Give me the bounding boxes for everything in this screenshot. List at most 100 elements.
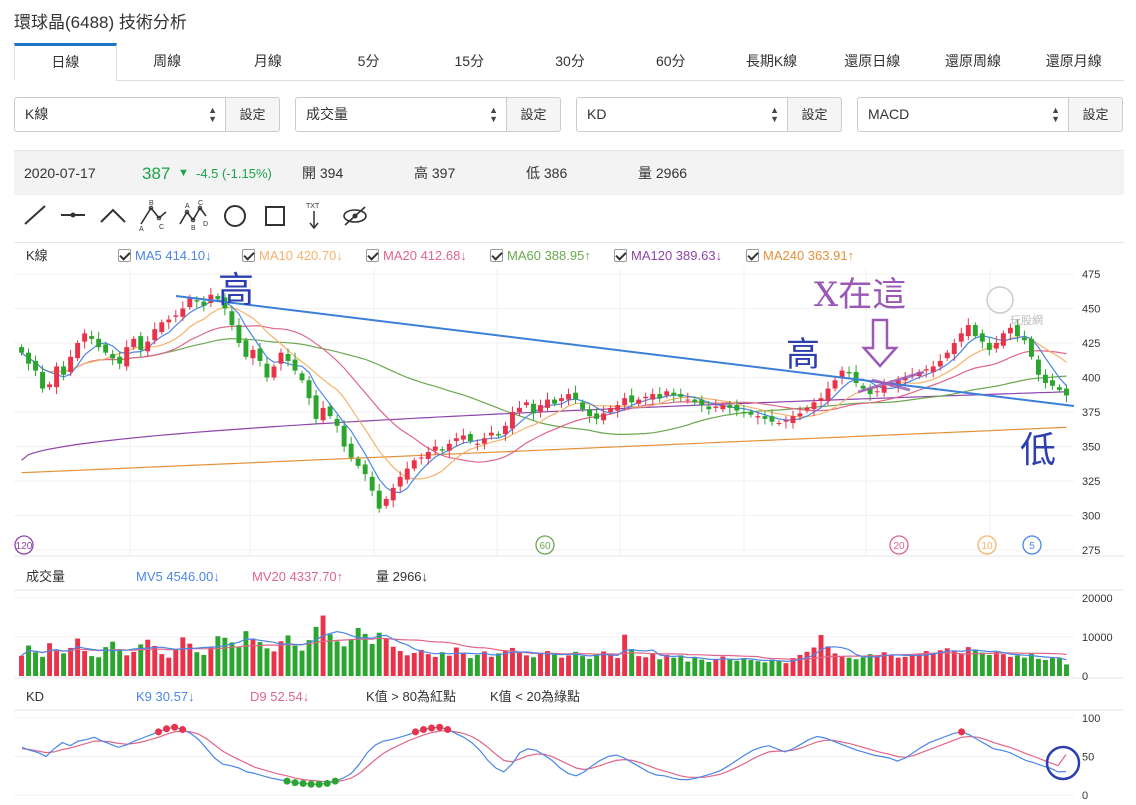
- legend-ma120[interactable]: MA120 389.63↓: [614, 245, 722, 267]
- kd-legend: KD K9 30.57↓ D9 52.54↓ K值 > 80為紅點 K值 < 2…: [14, 686, 1114, 708]
- tab-3[interactable]: 5分: [357, 53, 380, 69]
- candle-body: [369, 476, 375, 491]
- ma5-line: [21, 299, 1067, 494]
- volume-bar: [124, 655, 130, 676]
- period-marker-label-20: 20: [893, 541, 905, 552]
- candle-body: [734, 405, 740, 411]
- kline-legend: K線 MA5 414.10↓ MA10 420.70↓ MA20 412.68↓…: [14, 245, 1114, 267]
- macd-settings-button[interactable]: 設定: [1069, 97, 1123, 132]
- volume-bar: [1042, 660, 1048, 676]
- drawn-trendline: [175, 295, 1075, 407]
- volume-bar: [748, 660, 754, 676]
- volume-bar: [811, 647, 817, 676]
- ma20-line: [21, 325, 1067, 463]
- volume-bar: [1050, 658, 1055, 676]
- candle-body: [1057, 387, 1062, 390]
- volume-settings-button[interactable]: 設定: [507, 97, 561, 132]
- volume-bar: [82, 651, 88, 676]
- candle-body: [748, 412, 754, 415]
- tab-2[interactable]: 月線: [253, 53, 282, 69]
- candle-body: [54, 366, 60, 388]
- volume-bar: [755, 661, 761, 676]
- tab-10[interactable]: 還原月線: [1045, 53, 1102, 69]
- tab-6[interactable]: 60分: [655, 53, 686, 69]
- curve-tool-icon[interactable]: [98, 200, 128, 232]
- legend-ma20[interactable]: MA20 412.68↓: [366, 245, 467, 267]
- toolbar-divider: [14, 242, 1124, 243]
- volume-bar: [362, 633, 368, 676]
- kd-select[interactable]: KD ▲ ▼: [576, 97, 788, 132]
- volume-bar: [180, 637, 186, 676]
- quote-date: 2020-07-17: [24, 165, 96, 181]
- circle-tool-icon[interactable]: [220, 200, 250, 232]
- macd-select-value: MACD: [868, 106, 910, 122]
- tab-9[interactable]: 還原周線: [944, 53, 1001, 69]
- volume-bar: [720, 656, 726, 676]
- legend-ma10[interactable]: MA10 420.70↓: [242, 245, 343, 267]
- kline-ytick-2: 325: [1082, 476, 1100, 488]
- candle-body: [972, 325, 978, 337]
- candle-body: [1000, 333, 1006, 346]
- volume-bar: [292, 645, 298, 676]
- kd-oversold-dot: [315, 780, 323, 788]
- kd-overbought-dot: [958, 728, 966, 736]
- abc-pattern-icon[interactable]: A B C: [138, 200, 168, 232]
- volume-bar: [299, 650, 305, 676]
- candle-body: [19, 347, 24, 353]
- abcd-pattern-icon[interactable]: A B C D: [178, 200, 208, 232]
- legend-ma240[interactable]: MA240 363.91↑: [746, 245, 854, 267]
- tab-0[interactable]: 日線: [14, 43, 117, 81]
- kline-settings-button[interactable]: 設定: [226, 97, 280, 132]
- volume-bar: [110, 641, 116, 676]
- volume-select[interactable]: 成交量 ▲ ▼: [295, 97, 507, 132]
- candle-body: [1050, 380, 1055, 386]
- volume-bar: [1021, 657, 1027, 676]
- line-tool-icon[interactable]: [20, 200, 50, 232]
- legend-d9: D9 52.54↓: [250, 689, 310, 704]
- annotation-x-here: X在這: [814, 275, 906, 315]
- rectangle-tool-icon[interactable]: [260, 200, 290, 232]
- tab-5[interactable]: 30分: [555, 53, 585, 69]
- tab-4[interactable]: 15分: [454, 53, 485, 69]
- candle-body: [979, 333, 985, 342]
- candle-body: [222, 297, 228, 309]
- tab-1[interactable]: 周線: [153, 53, 182, 69]
- kd-settings-button[interactable]: 設定: [788, 97, 842, 132]
- period-marker-10: [977, 535, 997, 555]
- text-tool-icon[interactable]: TXT: [299, 200, 329, 232]
- legend-ma5[interactable]: MA5 414.10↓: [118, 245, 212, 267]
- volume-bar: [194, 652, 200, 676]
- volume-bar: [250, 638, 256, 676]
- volume-ytick-2: 20000: [1082, 593, 1113, 605]
- quote-high: 高 397: [414, 165, 456, 181]
- volume-bar: [285, 635, 291, 676]
- tab-8[interactable]: 還原日線: [844, 53, 901, 69]
- volume-bar: [215, 636, 221, 676]
- volume-bar: [657, 659, 663, 676]
- hide-drawings-icon[interactable]: [340, 200, 370, 232]
- volume-bar: [201, 654, 207, 676]
- candle-body: [61, 366, 67, 375]
- volume-bar: [636, 656, 642, 676]
- candle-body: [965, 325, 971, 337]
- quote-low: 低 386: [526, 165, 568, 181]
- volume-bar: [832, 653, 838, 676]
- kd-overbought-dot: [420, 726, 428, 734]
- volume-bar: [930, 652, 936, 676]
- volume-bar: [467, 658, 473, 676]
- candle-body: [362, 464, 368, 475]
- macd-select[interactable]: MACD ▲ ▼: [857, 97, 1069, 132]
- candle-body: [47, 384, 53, 388]
- legend-ma60[interactable]: MA60 388.95↑: [490, 245, 591, 267]
- candle-body: [776, 423, 782, 425]
- kline-select[interactable]: K線 ▲ ▼: [14, 97, 226, 132]
- kd-oversold-dot: [323, 779, 331, 787]
- tab-7[interactable]: 長期K線: [745, 53, 798, 69]
- checkbox-icon: [366, 249, 379, 262]
- candle-body: [103, 344, 109, 353]
- kline-ytick-4: 375: [1082, 407, 1100, 419]
- kd-overbought-dot: [163, 725, 171, 733]
- volume-bar: [874, 655, 880, 676]
- abc-label-1: B: [149, 200, 154, 207]
- ray-tool-icon[interactable]: [58, 200, 88, 232]
